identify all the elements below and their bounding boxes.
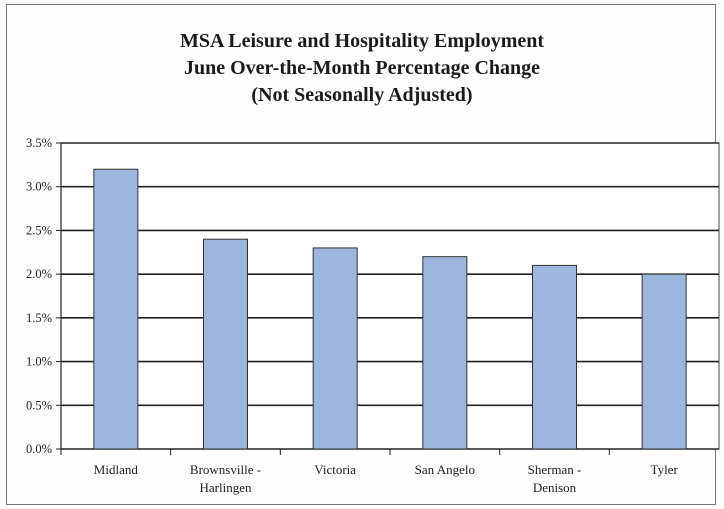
bar (422, 256, 468, 450)
y-tick-label: 2.0% (26, 267, 52, 281)
x-category-label: Tyler (651, 462, 679, 477)
chart-title-line-2: June Over-the-Month Percentage Change (183, 57, 541, 79)
y-tick-label: 1.5% (26, 311, 52, 325)
bar (312, 247, 358, 450)
y-tick-label: 3.0% (26, 180, 52, 194)
x-category-label: San Angelo (415, 462, 475, 477)
plot-area (60, 142, 720, 450)
x-category-label: Denison (533, 480, 577, 495)
bar (532, 264, 577, 450)
y-tick-label: 2.5% (26, 223, 52, 237)
y-tick-label: 1.0% (26, 355, 52, 369)
x-category-label: Harlingen (200, 480, 252, 495)
chart-title-line-3: (Not Seasonally Adjusted) (251, 84, 473, 106)
chart-title-line-1: MSA Leisure and Hospitality Employment (179, 30, 545, 52)
bar (93, 168, 139, 450)
y-tick-label: 0.0% (26, 442, 52, 456)
x-category-label: Midland (94, 462, 139, 477)
x-category-label: Victoria (314, 462, 356, 477)
y-tick-label: 3.5% (26, 136, 52, 150)
x-category-label: Brownsville - (190, 462, 261, 477)
x-category-label: Sherman - (528, 462, 582, 477)
bar (203, 238, 248, 450)
y-tick-label: 0.5% (26, 398, 52, 412)
bar (641, 273, 687, 450)
chart-title: MSA Leisure and Hospitality Employment J… (0, 28, 724, 109)
